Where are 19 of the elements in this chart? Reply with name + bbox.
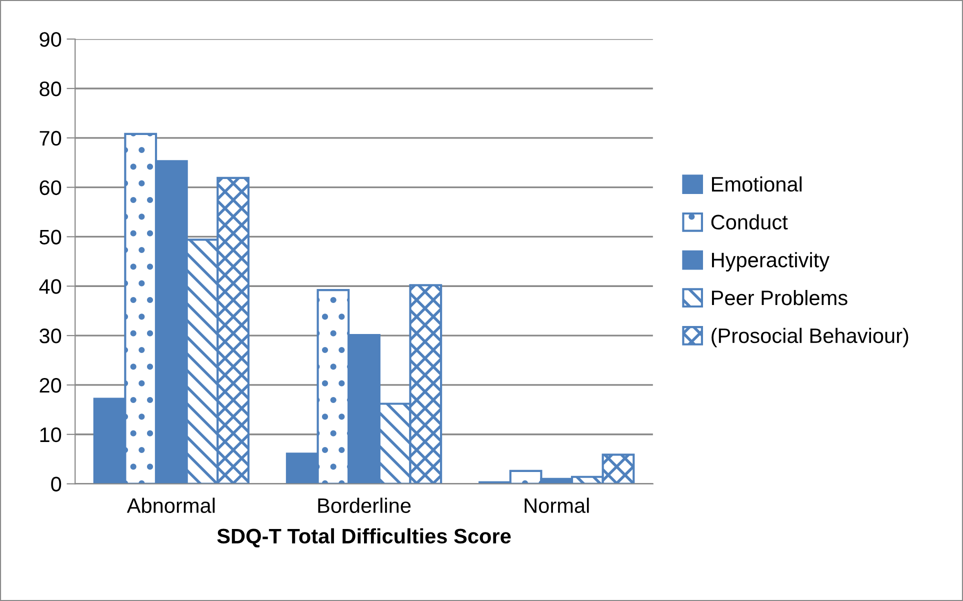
x-tick-label: Normal xyxy=(524,498,589,513)
y-tick-label: 90 xyxy=(40,32,62,47)
y-tick-label: 50 xyxy=(40,230,62,244)
x-axis-title: SDQ-T Total Difficulties Score xyxy=(217,528,511,548)
y-tick-label: 20 xyxy=(40,378,62,393)
y-tick-label: 30 xyxy=(40,328,62,344)
legend-label: Conduct xyxy=(711,214,788,230)
legend-label: Hyperactivity xyxy=(712,252,830,272)
y-tick-label: 60 xyxy=(40,180,62,196)
y-tick-label: 70 xyxy=(40,130,62,146)
y-tick-label: 0 xyxy=(51,476,62,492)
x-tick-label: Abnormal xyxy=(126,498,215,513)
legend-label: (Prosocial Behaviour) xyxy=(712,328,908,348)
y-tick-label: 40 xyxy=(39,279,62,294)
y-tick-label: 10 xyxy=(40,427,62,442)
y-tick-label: 80 xyxy=(40,81,62,96)
legend-label: Peer Problems xyxy=(712,290,848,306)
legend-label: Emotional xyxy=(712,176,802,192)
x-tick-label: Borderline xyxy=(318,498,411,513)
